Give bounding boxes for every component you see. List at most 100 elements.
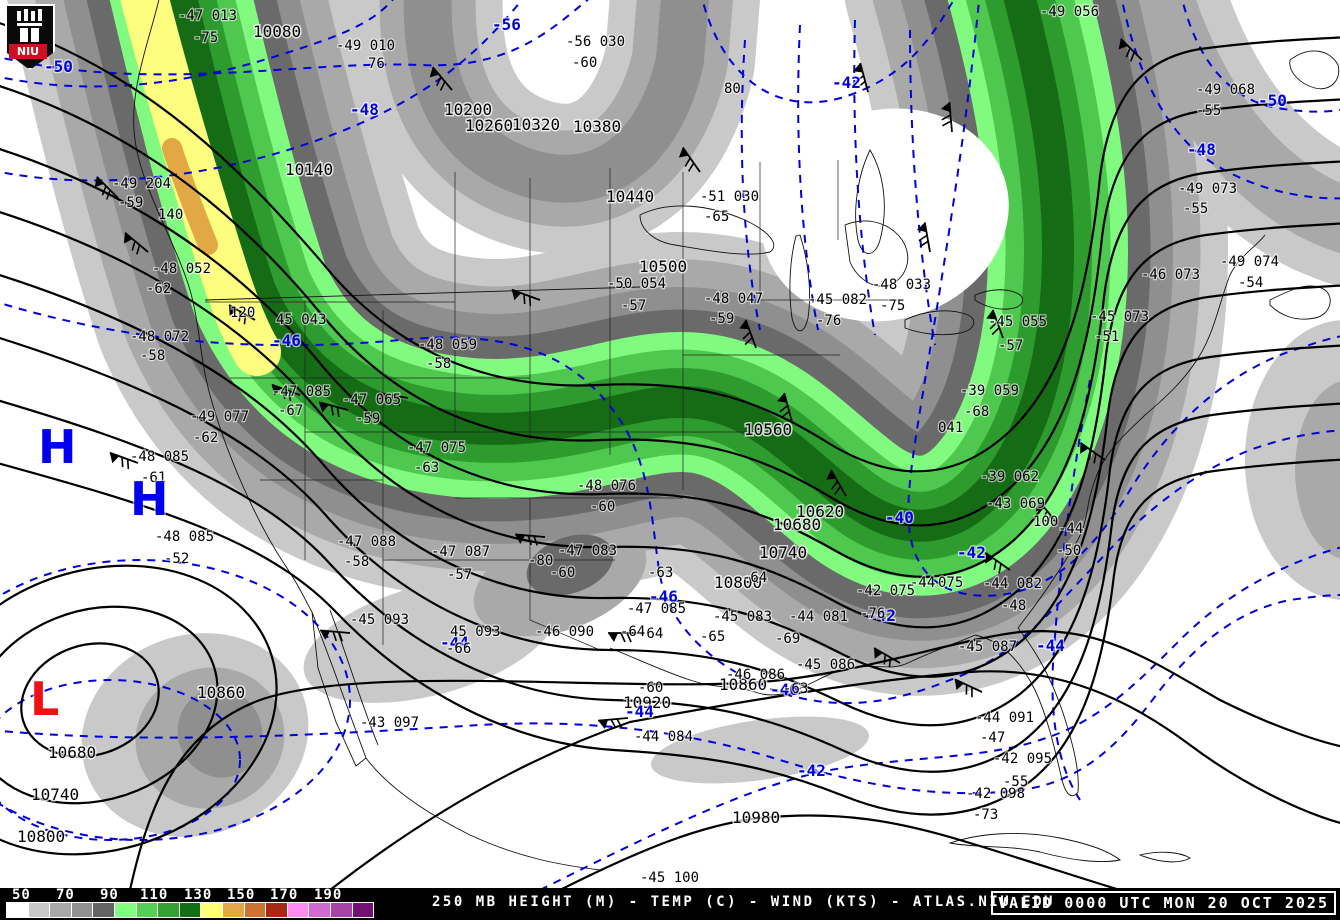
- station-label: -49 074: [1220, 254, 1279, 270]
- station-label: -44 081: [789, 609, 848, 625]
- niu-logo: NIU: [5, 4, 55, 70]
- station-label: -44 082: [983, 576, 1042, 592]
- station-label: -65: [700, 629, 725, 645]
- isotherm-label: -42: [797, 761, 826, 780]
- isotherm-label: -42: [867, 606, 896, 625]
- station-label: -50: [1056, 543, 1081, 559]
- legend-swatch: [136, 903, 158, 917]
- station-label: -44 084: [634, 729, 693, 745]
- station-label: -59: [118, 195, 143, 211]
- isotherm-label: -46: [649, 587, 678, 606]
- legend-tick: 170: [270, 887, 299, 903]
- legend-swatch: [309, 903, 330, 917]
- height-contour-label: 10080: [253, 22, 301, 41]
- station-label: -48 085: [155, 529, 214, 545]
- station-label: -76: [860, 606, 885, 622]
- station-label: -48 076: [577, 478, 636, 494]
- legend-swatch: [352, 903, 374, 917]
- legend-swatch: [179, 903, 201, 917]
- station-label: -44: [1058, 521, 1083, 537]
- station-label: -60: [638, 680, 663, 696]
- valid-time-box: VALID 0000 UTC MON 20 OCT 2025: [991, 891, 1336, 915]
- station-label: -42 098: [966, 786, 1025, 802]
- station-label: 45 093: [450, 624, 501, 640]
- height-contour-label: 10680: [773, 515, 821, 534]
- station-label: -45 082: [808, 292, 867, 308]
- station-label: -43 097: [360, 715, 419, 731]
- station-label: -56 030: [566, 34, 625, 50]
- station-label: -47 087: [431, 544, 490, 560]
- height-contour-label: 10800: [714, 573, 762, 592]
- niu-logo-letters: NIU: [9, 44, 47, 59]
- station-label: -46 073: [1141, 267, 1200, 283]
- legend-swatch: [222, 903, 244, 917]
- station-label: -58: [344, 554, 369, 570]
- legend-swatch: [7, 903, 28, 917]
- station-label: -47 085: [272, 384, 331, 400]
- station-label: -59: [709, 311, 734, 327]
- niu-shield-icon: [5, 4, 55, 70]
- station-label: -55: [1183, 201, 1208, 217]
- isotherm-label: -42: [957, 543, 986, 562]
- station-label: -42 095: [993, 751, 1052, 767]
- station-label: -45 086: [796, 657, 855, 673]
- station-label: -47 075: [407, 440, 466, 456]
- legend-swatch: [201, 903, 222, 917]
- station-label: -63: [783, 681, 808, 697]
- station-label: -39 062: [980, 469, 1039, 485]
- station-label: -55: [1196, 103, 1221, 119]
- station-label: -76: [816, 313, 841, 329]
- station-label: -52: [164, 551, 189, 567]
- station-label: -75: [880, 298, 905, 314]
- upper-air-map: 10080 10140 10200 10260 10320 10380 10440 10500…: [0, 0, 1340, 892]
- station-label: -66: [446, 641, 471, 657]
- station-label: -68: [964, 404, 989, 420]
- legend-tick: 190: [314, 887, 343, 903]
- legend-swatch: [93, 903, 114, 917]
- station-label: -50 054: [607, 276, 666, 292]
- height-contours: [0, 22, 1340, 892]
- height-contour-label: 10500: [639, 257, 687, 276]
- station-label: -63: [414, 460, 439, 476]
- station-label: -48 052: [152, 261, 211, 277]
- legend-swatch: [28, 903, 50, 917]
- station-label: -51 030: [700, 189, 759, 205]
- station-label: -65: [704, 209, 729, 225]
- station-label: 140: [158, 207, 183, 223]
- station-label: 80: [724, 81, 741, 97]
- station-label: -64: [742, 570, 767, 586]
- isotherm-label: -44: [625, 702, 654, 721]
- legend-swatch: [244, 903, 266, 917]
- station-label: -48 033: [872, 277, 931, 293]
- station-label: -61: [141, 470, 166, 486]
- legend-tick: 50: [12, 887, 31, 903]
- station-label: -45 087: [958, 639, 1017, 655]
- station-label: -45 100: [640, 870, 699, 886]
- station-label: -51: [1094, 329, 1119, 345]
- height-contour-label: 10140: [285, 160, 333, 179]
- station-label: -39 059: [960, 383, 1019, 399]
- station-label: -69: [775, 631, 800, 647]
- station-label: -67: [278, 403, 303, 419]
- station-label: -48 072: [130, 329, 189, 345]
- station-label: -49 010: [336, 38, 395, 54]
- station-data-labels: -47 013 -75 -49 010 76 -56 030 -60 80 -49 056 -4…: [111, 3, 1280, 887]
- legend-tick: 70: [56, 887, 75, 903]
- isotherm-label: -50: [44, 57, 73, 76]
- station-label: -75: [193, 30, 218, 46]
- height-contour-label: 10920: [623, 693, 671, 712]
- station-label: -58: [426, 356, 451, 372]
- station-label: -49 204: [112, 176, 171, 192]
- isotherm-labels: -50-56-48-42-46-50-48-40-42-44-46-44-42-…: [43, 14, 1289, 782]
- station-label: -43 069: [986, 496, 1045, 512]
- isotherm-label: -44: [440, 633, 469, 652]
- legend-swatch: [114, 903, 136, 917]
- station-label: -48: [1001, 598, 1026, 614]
- map-title: 250 MB HEIGHT (M) - TEMP (C) - WIND (KTS…: [432, 894, 1055, 910]
- height-contour-label: 10260: [465, 116, 513, 135]
- pressure-marker-L: L: [30, 672, 59, 726]
- station-label: -64: [620, 624, 645, 640]
- station-label: -62: [146, 281, 171, 297]
